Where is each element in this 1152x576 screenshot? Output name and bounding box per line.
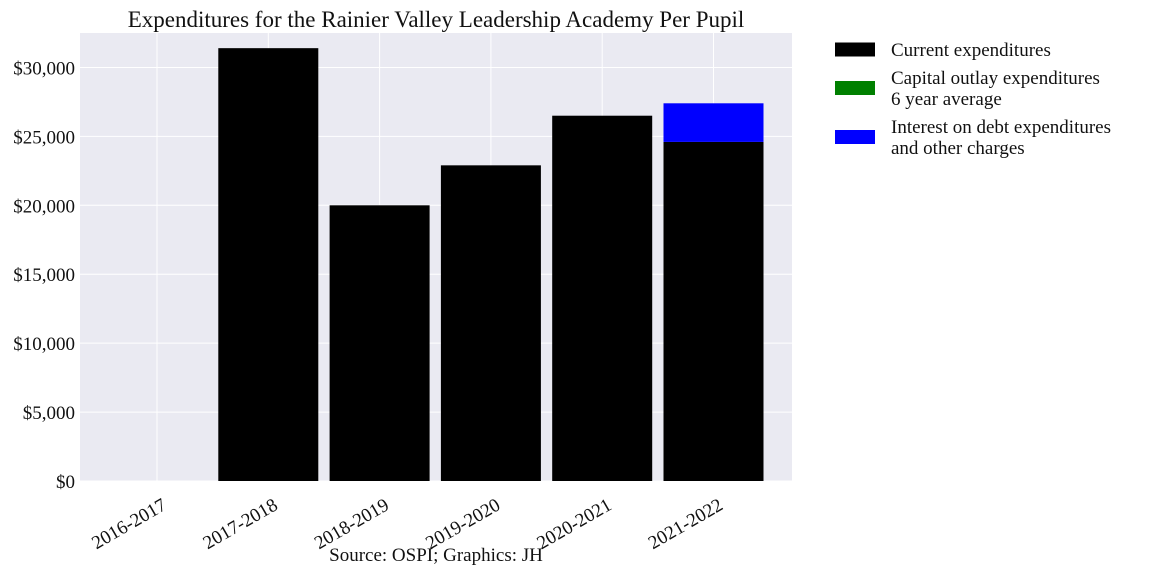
y-tick-label: $30,000 [13, 58, 75, 79]
bars [218, 48, 764, 482]
legend-label: Current expenditures [891, 40, 1051, 61]
legend-label: Capital outlay expenditures [891, 68, 1100, 89]
bar-2021-2022-series-0 [663, 141, 764, 481]
x-tick-label: 2016-2017 [88, 495, 170, 554]
y-tick-label: $0 [56, 472, 75, 493]
x-tick-label: 2021-2022 [645, 495, 727, 554]
x-tick-label: 2017-2018 [200, 495, 282, 554]
legend-swatch [835, 81, 875, 95]
chart-title: Expenditures for the Rainier Valley Lead… [128, 7, 745, 32]
legend-label: and other charges [891, 138, 1025, 159]
y-tick-label: $25,000 [13, 127, 75, 148]
legend: Current expenditures Capital outlay expen… [835, 40, 1111, 159]
bar-2020-2021-series-0 [552, 115, 653, 481]
bar-2018-2019-series-0 [329, 205, 430, 482]
y-tick-label: $5,000 [23, 403, 75, 424]
legend-label: 6 year average [891, 89, 1002, 110]
legend-swatch [835, 42, 875, 57]
bar-2019-2020-series-0 [440, 165, 541, 481]
y-axis: $0 $5,000 $10,000 $15,000 $20,000 $25,000 $30,… [13, 58, 75, 493]
chart-source: Source: OSPI; Graphics: JH [329, 545, 543, 566]
legend-swatch [835, 130, 875, 144]
legend-label: Interest on debt expenditures [891, 117, 1111, 138]
y-tick-label: $20,000 [13, 196, 75, 217]
y-tick-label: $15,000 [13, 265, 75, 286]
y-tick-label: $10,000 [13, 334, 75, 355]
bar-2021-2022-series-2 [663, 103, 764, 142]
bar-2017-2018-series-0 [218, 48, 319, 481]
x-tick-label: 2020-2021 [534, 495, 616, 554]
